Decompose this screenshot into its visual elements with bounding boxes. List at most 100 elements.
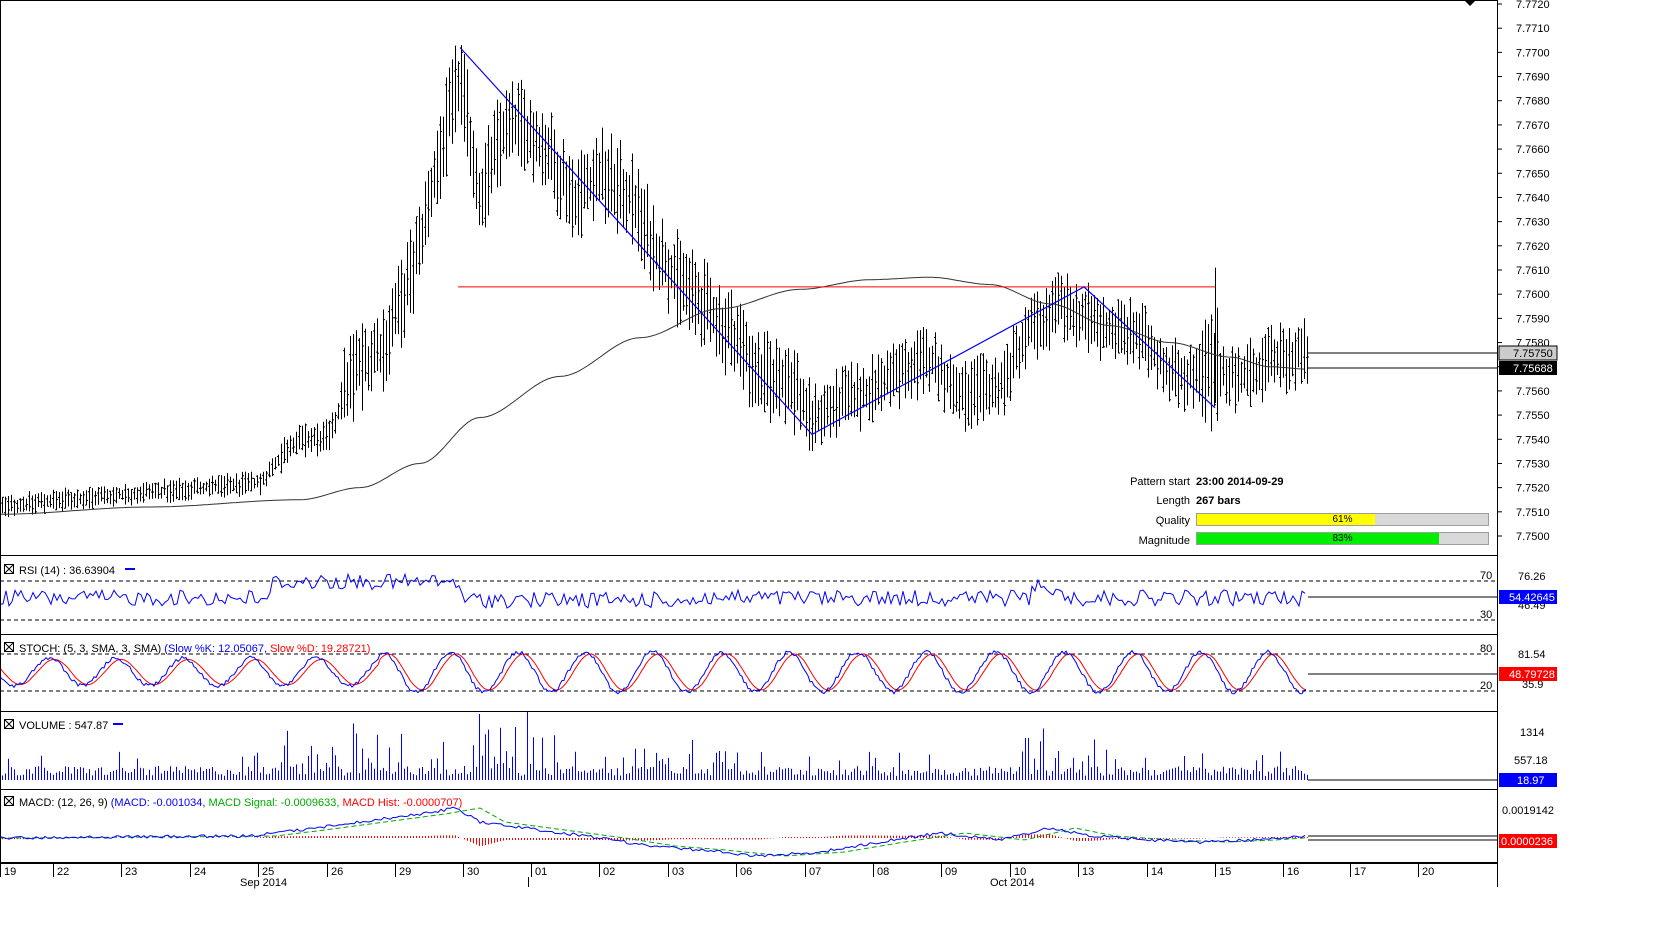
price-tick-label: 7.7550 <box>1516 410 1550 422</box>
stoch-level-label: 80 <box>1480 643 1492 655</box>
legend-part: STOCH: (5, 3, SMA, 3, SMA) <box>19 643 164 655</box>
day-tick-label: 03 <box>672 866 684 878</box>
day-tick-label: 01 <box>535 866 547 878</box>
macd-axis-label: 0.0019142 <box>1502 805 1554 817</box>
quality-label: Quality <box>1155 515 1190 527</box>
legend-part: (Slow %K: 12.05067, <box>164 643 270 655</box>
legend-part: MACD Signal: -0.0009633, <box>209 797 343 809</box>
stoch-value-box <box>1499 667 1557 681</box>
price-tick-label: 7.7590 <box>1516 313 1550 325</box>
macd-value-box <box>1499 834 1557 848</box>
ohlc-bars <box>1 45 1309 518</box>
price-panel: 7.7720 7.7710 7.7700 7.7690 7.7680 7.7670 7.76… <box>0 0 1558 543</box>
price-tick-label: 7.7560 <box>1516 386 1550 398</box>
moving-average-line <box>0 276 1305 515</box>
last-price-box <box>1498 345 1558 361</box>
ma-price-label: 7.75688 <box>1513 363 1553 375</box>
day-tick-label: 02 <box>603 866 615 878</box>
close-panel-icon-x <box>4 796 14 806</box>
outer-frame <box>0 0 1498 863</box>
day-tick-label: 19 <box>4 866 16 878</box>
price-tick-label: 7.7510 <box>1516 507 1550 519</box>
legend-part: Slow %D: 19.28721) <box>270 643 370 655</box>
volume-legend: VOLUME : 547.87 <box>19 720 108 732</box>
pattern-zigzag-line <box>459 47 1216 436</box>
pattern-start-value: 23:00 2014-09-29 <box>1196 476 1284 488</box>
time-axis: 19 22 23 24 25 26 29 30 01 02 03 06 07 08 09 10 13 14 15 16… <box>0 863 1434 889</box>
price-tick-label: 7.7600 <box>1516 289 1550 301</box>
magnitude-bar: 83% <box>1196 532 1489 545</box>
price-tick-label: 7.7680 <box>1516 96 1550 108</box>
macd-line <box>0 806 1306 858</box>
day-tick-label: 06 <box>740 866 752 878</box>
day-tick-label: 23 <box>125 866 137 878</box>
ma-price-box <box>1499 361 1557 375</box>
price-tick-label: 7.7530 <box>1516 458 1550 470</box>
rsi-line <box>0 572 1306 609</box>
macd-signal-line <box>0 807 1306 857</box>
macd-current-value: 0.0000236 <box>1501 836 1553 848</box>
volume-current-value: 18.97 <box>1517 775 1545 787</box>
rsi-legend: RSI (14) : 36.63904 <box>19 565 115 577</box>
day-tick-label: 10 <box>1014 866 1026 878</box>
volume-value-box <box>1499 773 1557 787</box>
price-tick-label: 7.7620 <box>1516 241 1550 253</box>
day-tick-label: 09 <box>945 866 957 878</box>
day-tick-label: 26 <box>331 866 343 878</box>
price-tick-label: 7.7690 <box>1516 72 1550 84</box>
pattern-info: Pattern start 23:00 2014-09-29 Length 26… <box>1080 473 1500 553</box>
day-tick-label: 20 <box>1422 866 1434 878</box>
rsi-level-label: 30 <box>1480 609 1492 621</box>
legend-part: MACD Hist: -0.0000707) <box>342 797 462 809</box>
price-tick-label: 7.7520 <box>1516 483 1550 495</box>
stoch-k-line <box>0 649 1307 695</box>
last-price-label: 7.75750 <box>1513 348 1553 360</box>
pattern-length-value: 267 bars <box>1196 495 1241 507</box>
panel-legend: MACD: (12, 26, 9) (MACD: -0.001034, MACD… <box>19 797 462 809</box>
volume-axis-label-2: 557.18 <box>1514 755 1548 767</box>
day-tick-label: 07 <box>809 866 821 878</box>
day-tick-label: 22 <box>57 866 69 878</box>
quality-bar: 61% <box>1196 513 1489 526</box>
price-tick-label: 7.7700 <box>1516 47 1550 59</box>
month-label: Oct 2014 <box>990 877 1035 889</box>
day-tick-label: 29 <box>399 866 411 878</box>
macd-panel: MACD: (12, 26, 9) (MACD: -0.001034, MACD… <box>0 796 1557 858</box>
close-panel-icon-x <box>4 564 14 574</box>
price-tick-label: 7.7640 <box>1516 192 1550 204</box>
scroll-marker-icon <box>1464 0 1476 6</box>
quality-value: 61% <box>1332 514 1353 525</box>
stoch-axis-label-2: 35.9 <box>1522 679 1543 691</box>
stoch-axis-label: 81.54 <box>1518 649 1546 661</box>
magnitude-label: Magnitude <box>1138 535 1190 547</box>
price-tick-label: 7.7540 <box>1516 434 1550 446</box>
month-label: Sep 2014 <box>240 877 287 889</box>
volume-panel: VOLUME : 547.87 1314 557.18 18.97 <box>2 711 1557 787</box>
pattern-start-label: Pattern start <box>1130 476 1190 488</box>
stoch-panel: 80 20 STOCH: (5, 3, SMA, 3, SMA) (Slow %K:… <box>0 642 1557 695</box>
price-tick-label: 7.7500 <box>1516 531 1550 543</box>
stoch-current-value: 48.79728 <box>1509 669 1555 681</box>
price-tick-label: 7.7710 <box>1516 23 1550 35</box>
chart-frame <box>0 0 1498 887</box>
pattern-length-label: Length <box>1156 495 1190 507</box>
day-tick-label: 13 <box>1082 866 1094 878</box>
price-tick-label: 7.7660 <box>1516 144 1550 156</box>
day-tick-label: 16 <box>1287 866 1299 878</box>
magnitude-value: 83% <box>1332 533 1353 544</box>
price-tick-label: 7.7630 <box>1516 217 1550 229</box>
price-tick-label: 7.7610 <box>1516 265 1550 277</box>
rsi-value-box <box>1499 590 1557 604</box>
day-tick-label: 25 <box>262 866 274 878</box>
rsi-axis-label: 76.26 <box>1518 571 1546 583</box>
price-tick-label: 7.7720 <box>1516 0 1550 11</box>
day-tick-label: 30 <box>467 866 479 878</box>
legend-part: (MACD: -0.001034, <box>111 797 209 809</box>
close-panel-icon-x <box>4 642 14 652</box>
stoch-d-line <box>0 653 1307 691</box>
volume-axis-label: 1314 <box>1520 727 1544 739</box>
close-panel-icon-x <box>4 719 14 729</box>
day-tick-label: 14 <box>1151 866 1163 878</box>
